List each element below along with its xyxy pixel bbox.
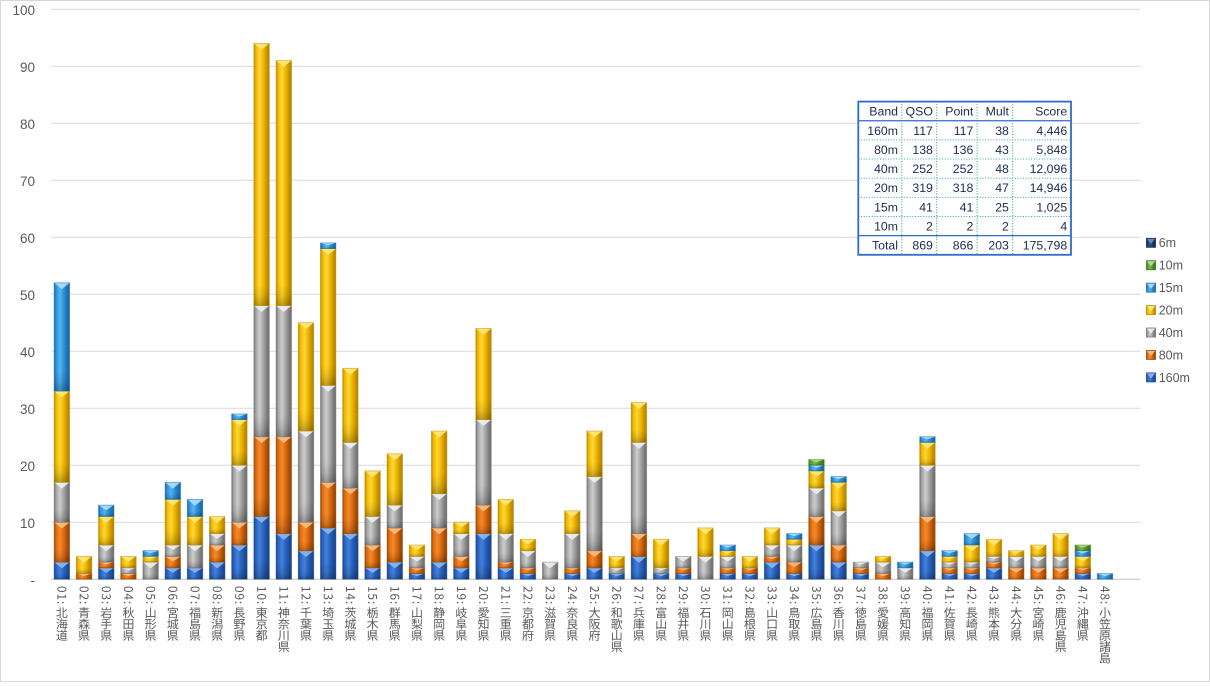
svg-text:QSO: QSO <box>906 105 933 119</box>
svg-text:41: 41 <box>919 200 933 214</box>
svg-text:4,446: 4,446 <box>1036 124 1067 138</box>
svg-text:15m: 15m <box>874 200 898 214</box>
svg-text:160m: 160m <box>867 124 898 138</box>
svg-text:2: 2 <box>966 220 973 234</box>
svg-text:47: 47 <box>995 181 1009 195</box>
svg-text:38: 38 <box>995 124 1009 138</box>
svg-text:203: 203 <box>988 239 1009 253</box>
svg-text:6m: 6m <box>1159 236 1176 250</box>
svg-text:90: 90 <box>20 60 35 75</box>
svg-text:138: 138 <box>912 143 933 157</box>
svg-text:318: 318 <box>953 181 974 195</box>
svg-text:Score: Score <box>1035 105 1067 119</box>
svg-text:160m: 160m <box>1159 371 1190 385</box>
svg-text:80m: 80m <box>874 143 898 157</box>
svg-text:10m: 10m <box>1159 259 1183 273</box>
svg-text:20m: 20m <box>1159 303 1183 317</box>
svg-text:4: 4 <box>1060 220 1067 234</box>
svg-text:15m: 15m <box>1159 281 1183 295</box>
svg-text:40: 40 <box>20 345 35 360</box>
svg-text:Mult: Mult <box>986 105 1010 119</box>
svg-text:70: 70 <box>20 174 35 189</box>
svg-text:252: 252 <box>912 162 933 176</box>
svg-text:25: 25 <box>995 200 1009 214</box>
svg-text:136: 136 <box>953 143 974 157</box>
svg-text:10: 10 <box>20 516 35 531</box>
svg-text:100: 100 <box>12 3 35 18</box>
svg-text:20m: 20m <box>874 181 898 195</box>
svg-text:41: 41 <box>960 200 974 214</box>
svg-text:10m: 10m <box>874 220 898 234</box>
svg-text:50: 50 <box>20 288 35 303</box>
svg-text:Total: Total <box>872 239 898 253</box>
svg-text:1,025: 1,025 <box>1036 200 1067 214</box>
svg-text:60: 60 <box>20 231 35 246</box>
svg-text:80: 80 <box>20 117 35 132</box>
svg-text:117: 117 <box>954 124 974 138</box>
svg-text:175,798: 175,798 <box>1023 239 1068 253</box>
svg-text:12,096: 12,096 <box>1030 162 1068 176</box>
svg-text:2: 2 <box>1002 220 1009 234</box>
svg-text:80m: 80m <box>1159 348 1183 362</box>
svg-text:Point: Point <box>945 105 974 119</box>
svg-text:866: 866 <box>953 239 974 253</box>
svg-text:40m: 40m <box>1159 326 1183 340</box>
svg-text:117: 117 <box>913 124 933 138</box>
svg-text:Band: Band <box>869 105 898 119</box>
svg-text:2: 2 <box>926 220 933 234</box>
svg-text:-: - <box>31 573 36 588</box>
svg-text:252: 252 <box>953 162 974 176</box>
svg-text:5,848: 5,848 <box>1036 143 1067 157</box>
svg-text:30: 30 <box>20 402 35 417</box>
svg-text:869: 869 <box>912 239 933 253</box>
svg-text:319: 319 <box>912 181 933 195</box>
svg-text:14,946: 14,946 <box>1030 181 1068 195</box>
svg-text:48: 48 <box>995 162 1009 176</box>
svg-text:20: 20 <box>20 459 35 474</box>
svg-text:40m: 40m <box>874 162 898 176</box>
svg-text:43: 43 <box>995 143 1009 157</box>
